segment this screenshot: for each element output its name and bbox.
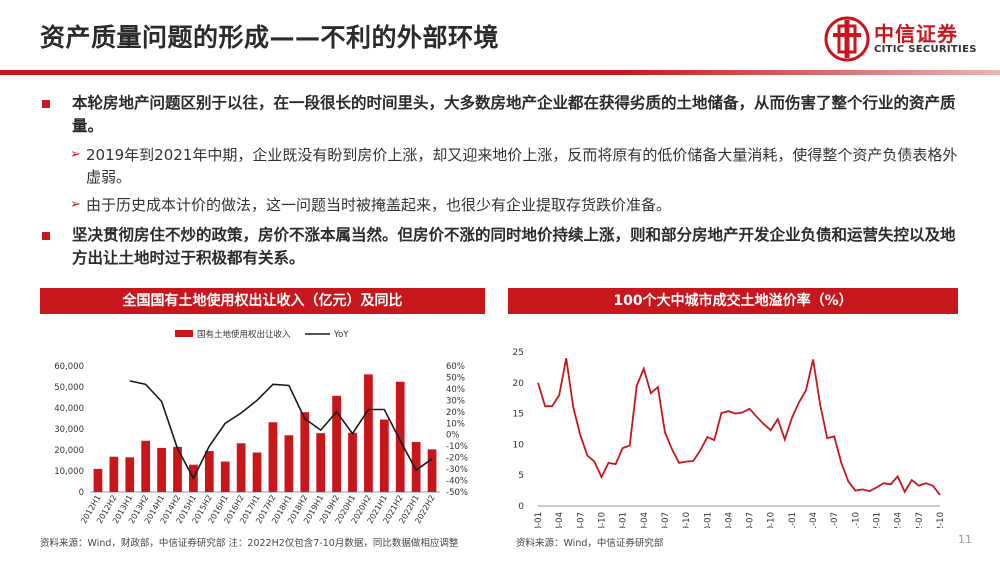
y-right-tick-label: 10% xyxy=(446,419,465,429)
y-right-tick-label: 50% xyxy=(446,373,465,383)
x-tick-label: 2020-10 xyxy=(767,512,777,528)
x-tick-label: 2020-01 xyxy=(703,512,713,528)
source-note-right: 资料来源：Wind，中信证券研究部 xyxy=(516,538,664,549)
bar xyxy=(236,443,246,492)
bullet-list: 本轮房地产问题区别于以往，在一段很长的时间里头，大多数房地产企业都在获得劣质的土… xyxy=(40,92,970,270)
arrow-bullet-icon: ➢ xyxy=(70,197,81,212)
bar xyxy=(364,374,373,492)
page-title: 资产质量问题的形成——不利的外部环境 xyxy=(40,23,500,52)
x-tick-label: 2021-04 xyxy=(809,512,819,528)
x-tick-label: 2019-10 xyxy=(682,512,692,528)
x-tick-label: 2018-04 xyxy=(555,512,565,528)
yoy-line xyxy=(129,380,433,481)
x-tick-label: 2022-10 xyxy=(936,512,946,528)
y-right-tick-label: 30% xyxy=(446,396,465,406)
logo-text-en: CITIC SECURITIES xyxy=(874,44,977,55)
y-left-tick-label: 60,000 xyxy=(54,362,84,372)
bar xyxy=(157,447,166,492)
land-premium-chart-svg: 0 5 10 15 20 25 2018-01 2018-04 2018-07 2018-10 20… xyxy=(513,348,946,548)
x-tick-label: 2019-07 xyxy=(661,512,671,528)
bar xyxy=(125,457,135,492)
square-bullet-icon xyxy=(42,232,50,240)
legend-label-bars: 国有土地使用权出让收入 xyxy=(197,329,291,340)
bar xyxy=(109,456,119,492)
x-tick-label: 2020-07 xyxy=(746,512,756,528)
bullet-1-text: 本轮房地产问题区别于以往，在一段很长的时间里头，大多数房地产企业都在获得劣质的土… xyxy=(72,94,956,135)
bar xyxy=(173,446,182,492)
y-right-tick-label: -10% xyxy=(446,442,468,452)
bar xyxy=(252,452,262,492)
citic-logo-icon xyxy=(824,16,870,62)
x-tick-label: 2020-04 xyxy=(724,512,734,528)
chart-title: 全国国有土地使用权出让收入（亿元）及同比 xyxy=(40,288,485,314)
y-tick-label: 20 xyxy=(513,379,525,389)
legend-swatch-bars xyxy=(175,330,193,337)
bar xyxy=(300,412,310,492)
bullet-2: 坚决贯彻房住不炒的政策，房价不涨本属当然。但房价不涨的同时地价持续上涨，则和部分… xyxy=(40,224,970,270)
bar xyxy=(141,440,151,492)
y-tick-label: 15 xyxy=(513,410,524,420)
y-left-tick-label: 10,000 xyxy=(54,467,84,477)
page-number: 11 xyxy=(958,533,972,546)
x-tick-label: 2021-01 xyxy=(788,512,798,528)
bar xyxy=(332,395,341,492)
x-tick-label: 2018-10 xyxy=(597,512,607,528)
chart-title: 100个大中城市成交土地溢价率（%） xyxy=(508,288,958,314)
bar xyxy=(427,449,437,492)
x-tick-label: 2022-04 xyxy=(894,512,904,528)
bar xyxy=(284,435,294,492)
arrow-bullet-icon: ➢ xyxy=(70,147,81,162)
y-right-tick-label: -40% xyxy=(446,477,468,487)
company-logo: 中信证券 CITIC SECURITIES xyxy=(822,14,982,64)
bullet-2-text: 坚决贯彻房住不炒的政策，房价不涨本属当然。但房价不涨的同时地价持续上涨，则和部分… xyxy=(72,226,956,267)
premium-line xyxy=(537,358,941,496)
land-revenue-chart: 全国国有土地使用权出让收入（亿元）及同比 国有土地使用权出让收入 YoY 0 10,0… xyxy=(40,288,485,525)
bullet-1-sub-2-text: 由于历史成本计价的做法，这一问题当时被掩盖起来，也很少有企业提取存货跌价准备。 xyxy=(86,196,672,214)
bar xyxy=(379,419,389,492)
bar xyxy=(348,432,357,492)
x-tick-label: 2022-07 xyxy=(915,512,925,528)
x-tick-label: 2018-07 xyxy=(576,512,586,528)
y-right-tick-label: -20% xyxy=(446,454,468,464)
land-premium-chart: 100个大中城市成交土地溢价率（%） 0 5 10 15 20 25 2018-01 2018… xyxy=(508,288,958,548)
legend-label-line: YoY xyxy=(333,330,349,340)
logo-text-cn: 中信证券 xyxy=(874,22,958,46)
square-bullet-icon xyxy=(42,100,50,108)
y-tick-label: 10 xyxy=(513,440,525,450)
bar xyxy=(93,468,103,492)
y-left-tick-label: 40,000 xyxy=(54,404,84,414)
x-tick-label: 2018-01 xyxy=(534,512,544,528)
y-tick-label: 25 xyxy=(513,348,524,358)
y-right-tick-label: -30% xyxy=(446,465,468,475)
y-right-tick-label: 20% xyxy=(446,408,465,418)
x-tick-label: 2021-07 xyxy=(830,512,840,528)
y-right-tick-label: 40% xyxy=(446,385,465,395)
bullet-1-sub-2: ➢ 由于历史成本计价的做法，这一问题当时被掩盖起来，也很少有企业提取存货跌价准备… xyxy=(40,194,970,216)
y-left-tick-label: 50,000 xyxy=(54,383,84,393)
bar xyxy=(395,381,405,492)
x-tick-label: 2022-01 xyxy=(873,512,883,528)
bar xyxy=(411,442,421,492)
bar xyxy=(268,422,278,492)
y-tick-label: 0 xyxy=(518,502,524,512)
bullet-1: 本轮房地产问题区别于以往，在一段很长的时间里头，大多数房地产企业都在获得劣质的土… xyxy=(40,92,970,138)
bar xyxy=(316,433,326,492)
bar xyxy=(204,451,214,492)
y-right-tick-label: 60% xyxy=(446,362,465,372)
y-left-tick-label: 0 xyxy=(79,488,84,498)
y-right-tick-label: -50% xyxy=(446,488,468,498)
x-tick-label: 2019-04 xyxy=(640,512,650,528)
bar xyxy=(220,461,230,492)
y-left-tick-label: 30,000 xyxy=(54,425,84,435)
y-left-tick-label: 20,000 xyxy=(54,446,84,456)
bullet-1-sub-1-text: 2019年到2021年中期，企业既没有盼到房价上涨，却又迎来地价上涨，反而将原有… xyxy=(86,146,958,186)
y-right-tick-label: 0% xyxy=(446,431,460,441)
land-revenue-chart-svg: 国有土地使用权出让收入 YoY 0 10,000 20,000 30,000 40,000 5… xyxy=(54,329,468,525)
header-divider xyxy=(0,70,1000,75)
x-tick-label: 2021-10 xyxy=(851,512,861,528)
source-note-left: 资料来源：Wind，财政部，中信证券研究部 注：2022H2仅包含7-10月数据… xyxy=(40,538,459,549)
x-tick-label: 2019-01 xyxy=(619,512,629,528)
y-tick-label: 5 xyxy=(518,471,524,481)
bullet-1-sub-1: ➢ 2019年到2021年中期，企业既没有盼到房价上涨，却又迎来地价上涨，反而将… xyxy=(40,144,970,188)
